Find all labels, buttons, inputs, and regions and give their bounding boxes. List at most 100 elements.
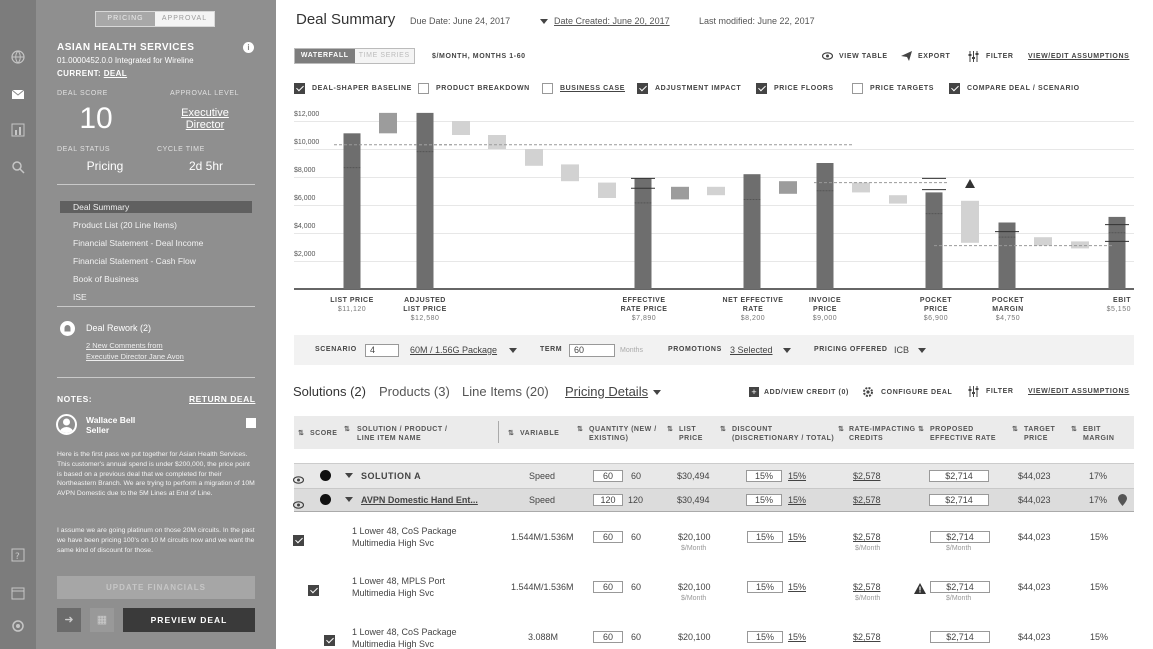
preview-deal-button[interactable]: PREVIEW DEAL xyxy=(123,608,255,632)
globe-icon[interactable] xyxy=(11,50,25,64)
mail-icon[interactable] xyxy=(11,87,25,101)
sort-icon[interactable]: ⇅ xyxy=(344,426,351,433)
chevron-down-icon[interactable] xyxy=(509,348,517,353)
sort-icon[interactable]: ⇅ xyxy=(577,426,584,433)
discount-total[interactable]: 15% xyxy=(788,632,807,642)
comment-icon[interactable] xyxy=(246,418,256,428)
credits-link[interactable]: $2,578 xyxy=(853,582,881,592)
rework-link-2[interactable]: Executive Director Jane Avon xyxy=(86,352,184,361)
nav-product-list[interactable]: Product List (20 Line Items) xyxy=(73,220,177,230)
pricing-approval-toggle[interactable]: PRICING APPROVAL xyxy=(95,11,215,27)
current-deal-link[interactable]: DEAL xyxy=(103,69,128,78)
col-variable[interactable]: VARIABLE xyxy=(520,430,560,437)
checkbox-icon[interactable] xyxy=(294,83,305,94)
chevron-down-icon[interactable] xyxy=(783,348,791,353)
rework-link-1[interactable]: 2 New Comments from xyxy=(86,341,163,350)
discount-total[interactable]: 15% xyxy=(788,532,807,542)
sort-icon[interactable]: ⇅ xyxy=(1012,426,1019,433)
plus-icon[interactable] xyxy=(949,83,960,94)
discount-input[interactable]: 15% xyxy=(747,531,783,543)
qty-new-input[interactable]: 120 xyxy=(593,494,623,506)
nav-ise[interactable]: ISE xyxy=(73,292,87,302)
chevron-down-icon[interactable] xyxy=(918,348,926,353)
sort-icon[interactable]: ⇅ xyxy=(508,430,515,437)
checkbox-icon[interactable] xyxy=(418,83,429,94)
approval-level-link[interactable]: Executive Director xyxy=(181,107,229,131)
settings-icon[interactable] xyxy=(11,619,25,633)
col-discount[interactable]: DISCOUNT (DISCRETIONARY / TOTAL) xyxy=(732,426,835,442)
checkbox-business-case[interactable]: BUSINESS CASE xyxy=(542,83,625,94)
table-filter-button[interactable]: FILTER xyxy=(968,386,1014,397)
term-input[interactable]: 60 xyxy=(569,344,615,357)
qty-new-input[interactable]: 60 xyxy=(593,470,623,482)
waterfall-tab[interactable]: WATERFALL xyxy=(295,49,355,63)
discount-input[interactable]: 15% xyxy=(746,494,782,506)
pricing-offered-select[interactable]: ICB xyxy=(894,345,910,355)
calendar-icon[interactable] xyxy=(11,586,25,600)
configure-deal-button[interactable]: CONFIGURE DEAL xyxy=(862,386,952,398)
checkbox-price-targets[interactable]: PRICE TARGETS xyxy=(852,83,934,94)
calendar-button[interactable]: ▦ xyxy=(90,608,114,632)
nav-book-of-business[interactable]: Book of Business xyxy=(73,274,139,284)
checkbox-price-floors[interactable]: PRICE FLOORS xyxy=(756,83,834,94)
view-toggle[interactable]: WATERFALL TIME SERIES xyxy=(294,48,415,64)
checkbox-icon[interactable] xyxy=(637,83,648,94)
col-list-price[interactable]: LIST PRICE xyxy=(679,426,703,442)
pin-icon[interactable] xyxy=(1118,493,1127,506)
discount-input[interactable]: 15% xyxy=(746,470,782,482)
chevron-down-icon[interactable] xyxy=(345,473,353,478)
rate-input[interactable]: $2,714 xyxy=(930,581,990,593)
pricing-toggle[interactable]: PRICING xyxy=(96,12,155,26)
date-created[interactable]: Date Created: June 20, 2017 xyxy=(554,16,670,26)
return-deal-link[interactable]: RETURN DEAL xyxy=(189,394,256,404)
chevron-down-icon[interactable] xyxy=(653,390,661,395)
qty-new-input[interactable]: 60 xyxy=(593,631,623,643)
checkbox-icon[interactable] xyxy=(756,83,767,94)
discount-input[interactable]: 15% xyxy=(747,581,783,593)
sort-icon[interactable]: ⇅ xyxy=(298,430,305,437)
rate-input[interactable]: $2,714 xyxy=(929,470,989,482)
rate-input[interactable]: $2,714 xyxy=(930,631,990,643)
checkbox-compare[interactable]: COMPARE DEAL / SCENARIO xyxy=(949,83,1080,94)
row-checkbox[interactable] xyxy=(308,585,320,597)
product-name[interactable]: AVPN Domestic Hand Ent... xyxy=(361,495,478,505)
rate-input[interactable]: $2,714 xyxy=(929,494,989,506)
col-credits[interactable]: RATE-IMPACTING CREDITS xyxy=(849,426,916,442)
sort-icon[interactable]: ⇅ xyxy=(838,426,845,433)
filter-button[interactable]: FILTER xyxy=(968,51,1014,62)
col-name[interactable]: SOLUTION / PRODUCT / LINE ITEM NAME xyxy=(357,426,448,442)
discount-total[interactable]: 15% xyxy=(788,471,807,481)
export-button[interactable]: EXPORT xyxy=(901,51,950,61)
help-icon[interactable]: ? xyxy=(11,548,25,562)
checkbox-product-breakdown[interactable]: PRODUCT BREAKDOWN xyxy=(418,83,530,94)
discount-input[interactable]: 15% xyxy=(747,631,783,643)
edit-assumptions-link[interactable]: VIEW/EDIT ASSUMPTIONS xyxy=(1028,53,1130,60)
checkbox-label[interactable]: BUSINESS CASE xyxy=(560,85,625,92)
nav-cash-flow[interactable]: Financial Statement - Cash Flow xyxy=(73,256,196,266)
tab-products[interactable]: Products (3) xyxy=(379,384,450,399)
rate-input[interactable]: $2,714 xyxy=(930,531,990,543)
credits-link[interactable]: $2,578 xyxy=(853,471,881,481)
credits-link[interactable]: $2,578 xyxy=(853,532,881,542)
info-icon[interactable]: i xyxy=(243,42,254,53)
sort-icon[interactable]: ⇅ xyxy=(667,426,674,433)
bar-chart-icon[interactable] xyxy=(11,123,25,137)
credits-link[interactable]: $2,578 xyxy=(853,495,881,505)
scenario-input[interactable]: 4 xyxy=(365,344,399,357)
promotions-select[interactable]: 3 Selected xyxy=(730,345,773,355)
tab-line-items[interactable]: Line Items (20) xyxy=(462,384,549,399)
col-target-price[interactable]: TARGET PRICE xyxy=(1024,426,1056,442)
col-score[interactable]: SCORE xyxy=(310,430,338,437)
package-select[interactable]: 60M / 1.56G Package xyxy=(410,345,498,355)
row-checkbox[interactable] xyxy=(293,535,304,547)
checkbox-deal-shaper[interactable]: DEAL-SHAPER BASELINE xyxy=(294,83,412,94)
table-row[interactable] xyxy=(294,488,1134,512)
col-ebit-margin[interactable]: EBIT MARGIN xyxy=(1083,426,1115,442)
arrow-right-button[interactable]: ➜ xyxy=(57,608,81,632)
credits-link[interactable]: $2,578 xyxy=(853,632,881,642)
chevron-down-icon[interactable] xyxy=(345,497,353,502)
qty-new-input[interactable]: 60 xyxy=(593,581,623,593)
discount-total[interactable]: 15% xyxy=(788,582,807,592)
nav-deal-income[interactable]: Financial Statement - Deal Income xyxy=(73,238,204,248)
nav-deal-summary[interactable]: Deal Summary xyxy=(60,201,252,213)
